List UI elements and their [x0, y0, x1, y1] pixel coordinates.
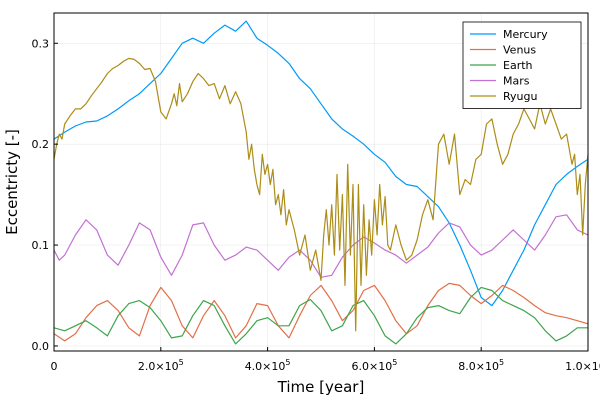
y-tick-label: 0.2 [32, 138, 50, 151]
y-tick-label: 0.3 [32, 37, 50, 50]
y-tick-label: 0.1 [32, 239, 50, 252]
x-tick-label: 4.0×105 [245, 358, 291, 373]
legend-label-mercury: Mercury [503, 28, 548, 41]
plot-frame [53, 12, 589, 352]
y-tick-label: 0.0 [32, 340, 50, 353]
legend-label-ryugu: Ryugu [503, 90, 537, 103]
x-tick-label: 2.0×105 [138, 358, 184, 373]
x-tick-label: 0 [51, 360, 58, 373]
x-axis-label: Time [year] [277, 378, 365, 396]
series-line-mercury [53, 20, 589, 307]
series-line-mars [53, 214, 589, 278]
series-line-ryugu [53, 57, 589, 332]
legend-label-earth: Earth [503, 59, 533, 72]
y-axis-ticks: 0.0 0.1 0.2 0.3 [32, 37, 58, 353]
series-line-venus [53, 282, 589, 342]
y-axis-label: Eccentricty [-] [3, 129, 21, 235]
x-tick-label: 1.0×106 [565, 358, 600, 373]
x-axis-ticks: 0 2.0×105 4.0×105 6.0×105 8.0×105 1.0×106 [51, 347, 600, 373]
x-tick-label: 6.0×105 [351, 358, 397, 373]
series-line-earth [53, 286, 588, 345]
legend-label-venus: Venus [503, 44, 536, 57]
series-lines [53, 20, 589, 345]
x-tick-label: 8.0×105 [458, 358, 504, 373]
legend-label-mars: Mars [503, 75, 530, 88]
legend: Mercury Venus Earth Mars Ryugu [462, 21, 582, 109]
